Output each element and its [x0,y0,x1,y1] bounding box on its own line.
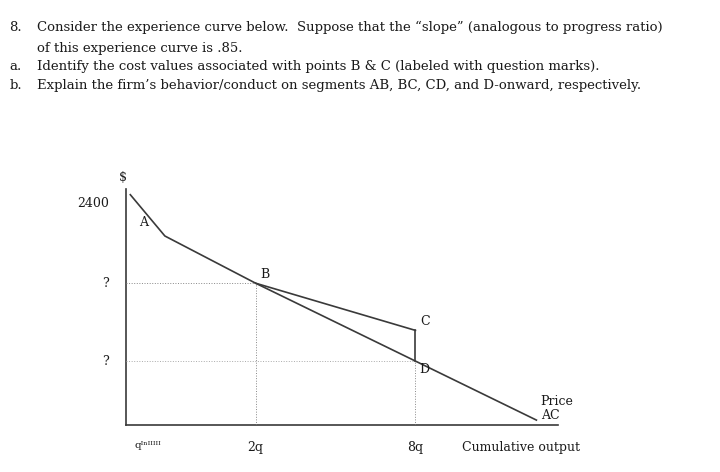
Text: of this experience curve is .85.: of this experience curve is .85. [37,42,243,55]
Text: b.: b. [9,79,22,93]
Text: a.: a. [9,60,22,74]
Text: Explain the firm’s behavior/conduct on segments AB, BC, CD, and D-onward, respec: Explain the firm’s behavior/conduct on s… [37,79,642,93]
Text: C: C [420,315,429,328]
Text: qᴵⁿᴵᴵᴵᴵᴵ: qᴵⁿᴵᴵᴵᴵᴵ [134,441,161,450]
Text: B: B [260,268,269,281]
Text: 8q: 8q [408,441,423,455]
Text: Consider the experience curve below.  Suppose that the “slope” (analogous to pro: Consider the experience curve below. Sup… [37,21,663,34]
Text: Cumulative output: Cumulative output [462,441,580,455]
Text: 2400: 2400 [77,197,109,210]
Text: 2q: 2q [248,441,264,455]
Text: ?: ? [102,277,109,290]
Text: $: $ [118,171,127,184]
Text: A: A [138,216,148,229]
Text: D: D [420,363,430,377]
Text: ?: ? [102,354,109,368]
Text: 8.: 8. [9,21,22,34]
Text: AC: AC [541,409,559,422]
Text: Identify the cost values associated with points B & C (labeled with question mar: Identify the cost values associated with… [37,60,600,74]
Text: Price: Price [541,395,574,408]
